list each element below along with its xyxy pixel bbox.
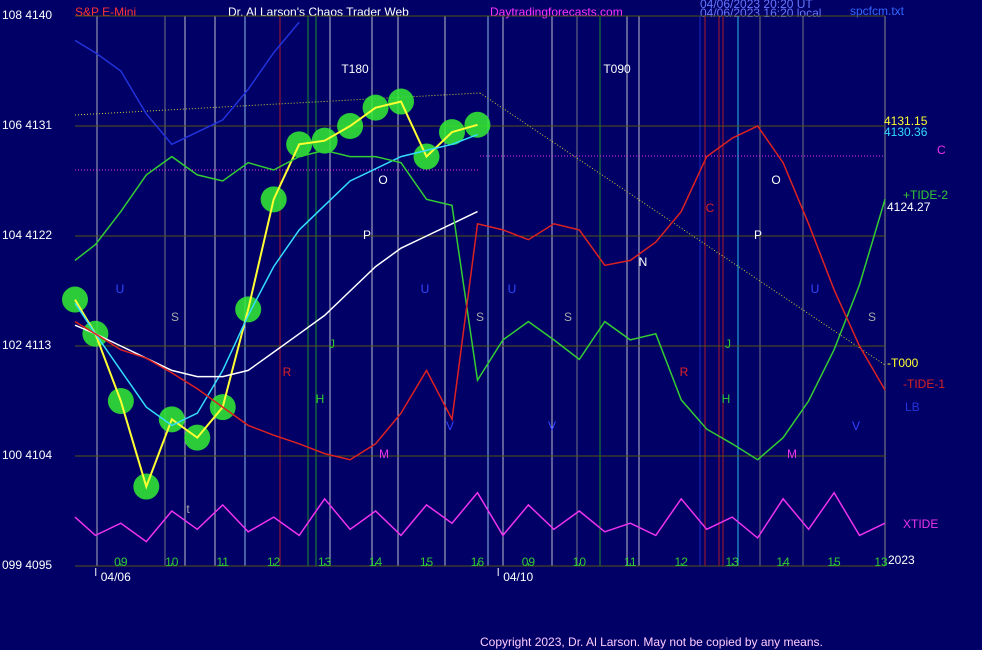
y-tick-label: 100 4104 <box>2 448 52 462</box>
x-tick-label: 15 <box>827 555 841 569</box>
price-glow <box>62 286 88 313</box>
series-line <box>74 21 300 146</box>
annotation: U <box>811 282 820 296</box>
y-tick-label: 104 4122 <box>2 228 52 242</box>
x-tick-label: 10 <box>165 555 179 569</box>
annotation: P <box>754 228 762 242</box>
x-tick-label: 11 <box>624 555 637 569</box>
annotation: T090 <box>603 62 631 76</box>
x-tick-label: 13 <box>725 555 739 569</box>
stamp: 04/06/2023 16:20 local <box>700 6 821 20</box>
annotation: C <box>706 201 715 215</box>
x-tick-label: 13 <box>874 555 888 569</box>
annotation: M <box>379 447 389 461</box>
annotation: O <box>771 173 780 187</box>
time-lines <box>74 16 886 566</box>
annotation: J <box>725 337 731 351</box>
annotation: 2023 <box>888 553 915 567</box>
y-tick-label: 102 4113 <box>2 338 51 352</box>
x-tick-label: 12 <box>675 555 689 569</box>
series-line <box>74 133 478 427</box>
annotation: V <box>548 419 556 433</box>
annotation: C <box>937 143 946 157</box>
annotation: R <box>680 365 689 379</box>
annotation: U <box>421 282 430 296</box>
annotation: T180 <box>341 62 369 76</box>
annotation: R <box>283 365 292 379</box>
x-tick-label: 10 <box>573 555 587 569</box>
annotation: S <box>476 310 484 324</box>
trend-line <box>479 92 886 366</box>
annotation: M <box>787 447 797 461</box>
x-tick-label: 09 <box>114 555 128 569</box>
legend-label: +TIDE-2 <box>903 188 948 202</box>
end-value-label: 4131.15 <box>884 114 928 128</box>
annotation: O <box>378 173 387 187</box>
x-tick-label: 14 <box>776 555 790 569</box>
series-line <box>74 491 886 543</box>
chart-title: Dr. Al Larson's Chaos Trader Web <box>228 5 409 19</box>
annotation: V <box>446 419 454 433</box>
annotation: S <box>868 310 876 324</box>
date-label: 04/06 <box>101 570 131 584</box>
annotation: -T000 <box>887 356 919 370</box>
y-tick-label: 099 4095 <box>2 558 52 572</box>
x-tick-label: 16 <box>471 555 485 569</box>
annotation: U <box>116 282 125 296</box>
annotation: S <box>564 310 572 324</box>
legend-label: LB <box>905 400 920 414</box>
copyright: Copyright 2023, Dr. Al Larson. May not b… <box>480 635 823 649</box>
date-label: 04/10 <box>503 570 533 584</box>
annotation: P <box>363 228 371 242</box>
legend-label: -TIDE-1 <box>903 377 945 391</box>
annotation: H <box>316 392 325 406</box>
x-tick-label: 11 <box>217 555 230 569</box>
site: Daytradingforecasts.com <box>490 5 623 19</box>
annotation: V <box>852 419 860 433</box>
annotation: S <box>171 310 179 324</box>
legend-label: XTIDE <box>903 517 938 531</box>
y-tick-label: 106 4131 <box>2 118 52 132</box>
end-value-label: 4124.27 <box>887 200 931 214</box>
stamp: 04/06/2023 20:20 UT <box>700 0 813 11</box>
annotation: J <box>329 337 335 351</box>
x-tick-label: 15 <box>420 555 434 569</box>
annotation: N <box>639 255 648 269</box>
series-line <box>74 210 478 378</box>
series-line <box>74 100 478 490</box>
end-value-label: 4130.36 <box>884 125 928 139</box>
annotation: U <box>508 282 517 296</box>
x-tick-label: 13 <box>318 555 332 569</box>
file-name: spcfcm.txt <box>850 4 905 18</box>
x-tick-label: 14 <box>369 555 383 569</box>
x-tick-label: 12 <box>267 555 281 569</box>
annotation: H <box>722 392 731 406</box>
annotation: t <box>186 502 190 516</box>
series-line <box>74 149 886 461</box>
instrument: S&P E-Mini <box>75 5 136 19</box>
series-line <box>74 125 886 461</box>
y-tick-label: 108 4140 <box>2 8 52 22</box>
x-tick-label: 09 <box>522 555 536 569</box>
